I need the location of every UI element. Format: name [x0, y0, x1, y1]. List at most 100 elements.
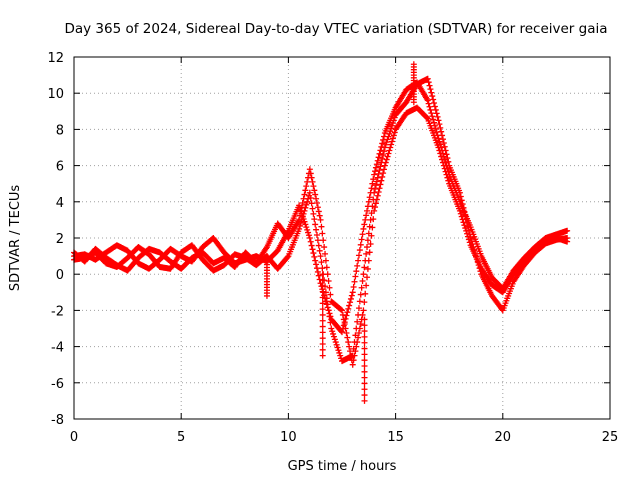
- data-point: [376, 167, 383, 174]
- data-point: [433, 110, 440, 117]
- data-point: [389, 138, 396, 145]
- x-tick-label: 25: [602, 430, 619, 445]
- data-point: [427, 86, 434, 93]
- data-point: [328, 325, 335, 332]
- data-point: [439, 136, 446, 143]
- data-point: [313, 231, 320, 238]
- data-point: [461, 222, 468, 229]
- data-point: [310, 250, 317, 257]
- data-point: [314, 237, 321, 244]
- data-point: [319, 306, 326, 313]
- data-point: [302, 221, 309, 228]
- data-point: [441, 143, 448, 150]
- data-point: [462, 225, 469, 232]
- data-point: [434, 113, 441, 120]
- data-point: [358, 284, 365, 291]
- data-point: [313, 261, 320, 268]
- data-point: [315, 272, 322, 279]
- data-point: [355, 334, 362, 341]
- data-point: [425, 79, 432, 86]
- data-point: [374, 192, 381, 199]
- data-point: [364, 237, 371, 244]
- data-point: [341, 320, 348, 327]
- data-point: [296, 216, 303, 223]
- data-point: [307, 195, 314, 202]
- data-point: [318, 223, 325, 230]
- data-point: [389, 135, 396, 142]
- data-point: [305, 229, 312, 236]
- data-point: [312, 221, 319, 228]
- data-point: [440, 139, 447, 146]
- data-point: [444, 155, 451, 162]
- data-point: [346, 343, 353, 350]
- data-point: [438, 128, 445, 135]
- data-point: [299, 213, 306, 220]
- data-point: [308, 242, 315, 249]
- data-point: [432, 106, 439, 113]
- data-point: [463, 227, 470, 234]
- data-point: [311, 187, 318, 194]
- data-point: [442, 168, 449, 175]
- data-point: [298, 204, 305, 211]
- data-point: [373, 196, 380, 203]
- data-point: [363, 282, 370, 289]
- y-tick-label: 8: [56, 123, 64, 138]
- data-point: [346, 302, 353, 309]
- data-point: [350, 357, 357, 364]
- data-point: [372, 182, 379, 189]
- data-point: [456, 189, 463, 196]
- data-point: [426, 103, 433, 110]
- data-point: [327, 291, 334, 298]
- data-point: [319, 335, 326, 342]
- data-point: [379, 173, 386, 180]
- data-point: [351, 352, 358, 359]
- data-point: [373, 178, 380, 185]
- data-point: [297, 208, 304, 215]
- data-point: [428, 89, 435, 96]
- data-point: [377, 147, 384, 154]
- data-point: [309, 246, 316, 253]
- data-point: [368, 232, 375, 239]
- data-point: [319, 346, 326, 353]
- data-point: [361, 328, 368, 335]
- data-point: [335, 347, 342, 354]
- data-point: [391, 114, 398, 121]
- data-point: [369, 224, 376, 231]
- data-point: [306, 189, 313, 196]
- data-point: [303, 224, 310, 231]
- data-point: [349, 289, 356, 296]
- data-point: [425, 100, 432, 107]
- data-point: [361, 392, 368, 399]
- data-point: [428, 110, 435, 117]
- data-point: [427, 106, 434, 113]
- data-point: [354, 262, 361, 269]
- data-point: [361, 380, 368, 387]
- data-point: [464, 230, 471, 237]
- data-point: [366, 223, 373, 230]
- data-point: [319, 311, 326, 318]
- data-point: [304, 226, 311, 233]
- data-point: [362, 216, 369, 223]
- data-point: [356, 247, 363, 254]
- data-point: [319, 317, 326, 324]
- data-point: [384, 136, 391, 143]
- data-point: [357, 291, 364, 298]
- data-point: [371, 189, 378, 196]
- data-point: [366, 249, 373, 256]
- data-point: [382, 159, 389, 166]
- data-point: [310, 183, 317, 190]
- data-point: [388, 125, 395, 132]
- data-point: [361, 374, 368, 381]
- data-point: [436, 138, 443, 145]
- data-point: [354, 318, 361, 325]
- grid-lines: [74, 57, 610, 419]
- data-point: [424, 75, 431, 82]
- data-point: [315, 208, 322, 215]
- x-tick-label: 0: [70, 430, 78, 445]
- data-point: [436, 121, 443, 128]
- data-point: [443, 171, 450, 178]
- data-point: [263, 253, 270, 260]
- data-point: [388, 141, 395, 148]
- data-point: [387, 144, 394, 151]
- data-point: [429, 93, 436, 100]
